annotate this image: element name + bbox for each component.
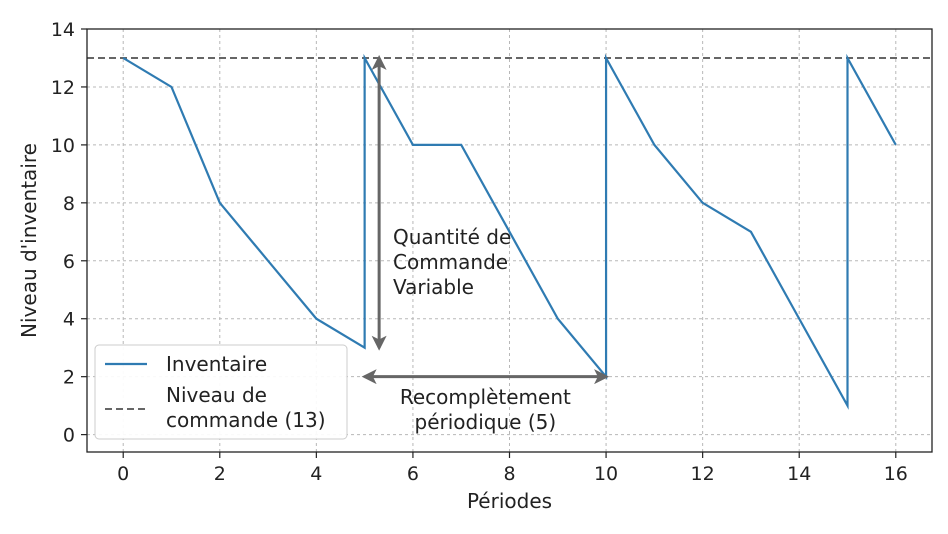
review-period-label: Recomplètement — [400, 385, 571, 409]
legend-label-inventory: Inventaire — [166, 352, 267, 376]
order-quantity-label: Variable — [393, 275, 474, 299]
x-tick-label: 4 — [310, 463, 322, 485]
order-quantity-label: Commande — [393, 250, 508, 274]
legend-box — [94, 344, 348, 440]
x-tick-label: 12 — [691, 463, 715, 485]
review-period-label: périodique (5) — [415, 410, 557, 434]
y-tick-label: 2 — [63, 367, 75, 389]
y-tick-label: 0 — [63, 425, 75, 447]
x-tick-label: 8 — [503, 463, 515, 485]
x-tick-label: 10 — [594, 463, 618, 485]
x-tick-label: 6 — [407, 463, 419, 485]
x-tick-label: 14 — [787, 463, 811, 485]
y-tick-label: 8 — [63, 193, 75, 215]
legend-label-reorder-level: Niveau de — [166, 383, 267, 407]
inventory-line — [122, 53, 897, 410]
y-axis-title: Niveau d'inventaire — [17, 143, 41, 338]
x-axis-title: Périodes — [467, 489, 552, 513]
y-tick-label: 14 — [51, 19, 75, 41]
axes: 0 2 4 6 8 10 12 14 16 0 2 4 6 8 10 12 14 Périodes Niveau d… — [17, 19, 933, 513]
series-layer — [122, 53, 897, 410]
y-tick-label: 10 — [51, 135, 75, 157]
x-tick-label: 2 — [214, 463, 226, 485]
x-tick-label: 16 — [884, 463, 908, 485]
legend-label-reorder-level: commande (13) — [166, 408, 326, 432]
y-tick-label: 6 — [63, 251, 75, 273]
order-quantity-label: Quantité de — [393, 225, 511, 249]
x-tick-label: 0 — [117, 463, 129, 485]
y-tick-label: 12 — [51, 77, 75, 99]
y-tick-label: 4 — [63, 309, 75, 331]
